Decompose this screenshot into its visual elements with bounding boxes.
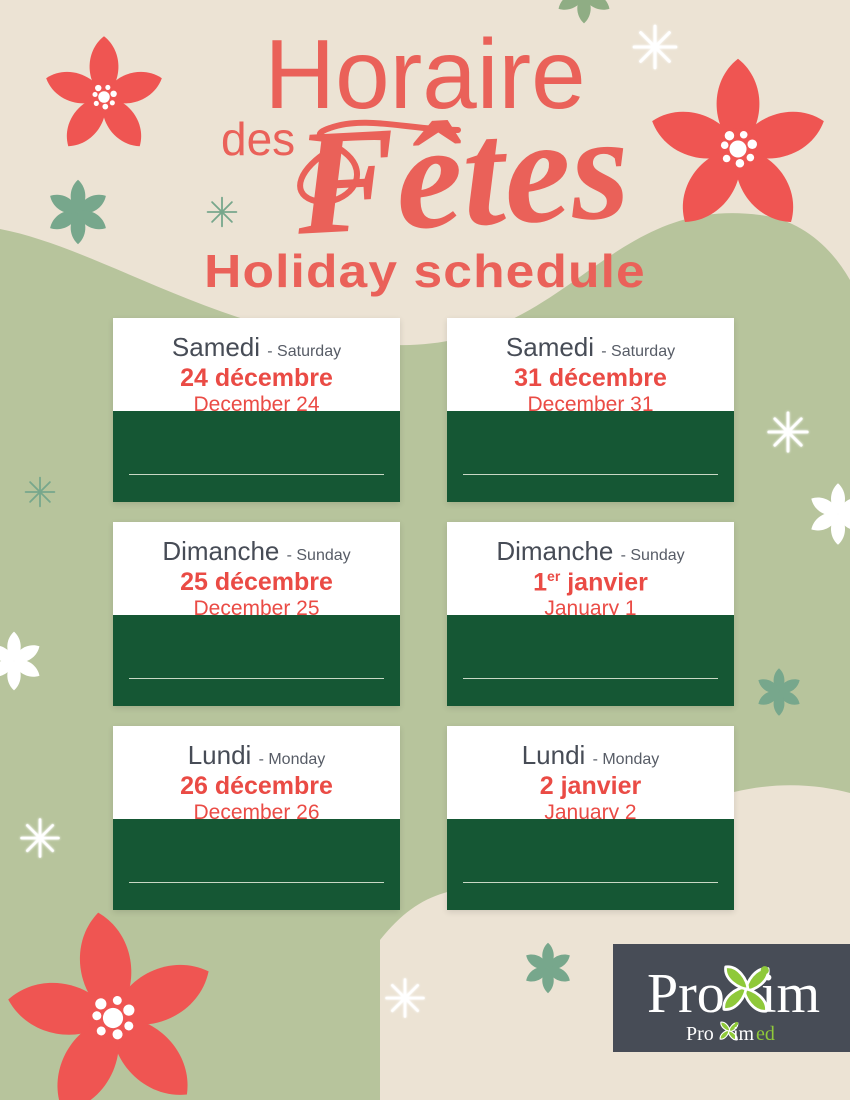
svg-text:Pro: Pro	[647, 963, 725, 1025]
svg-text:ed: ed	[756, 1023, 775, 1045]
svg-text:im: im	[761, 963, 820, 1025]
svg-text:im: im	[733, 1023, 755, 1045]
svg-text:Pro: Pro	[686, 1023, 714, 1045]
